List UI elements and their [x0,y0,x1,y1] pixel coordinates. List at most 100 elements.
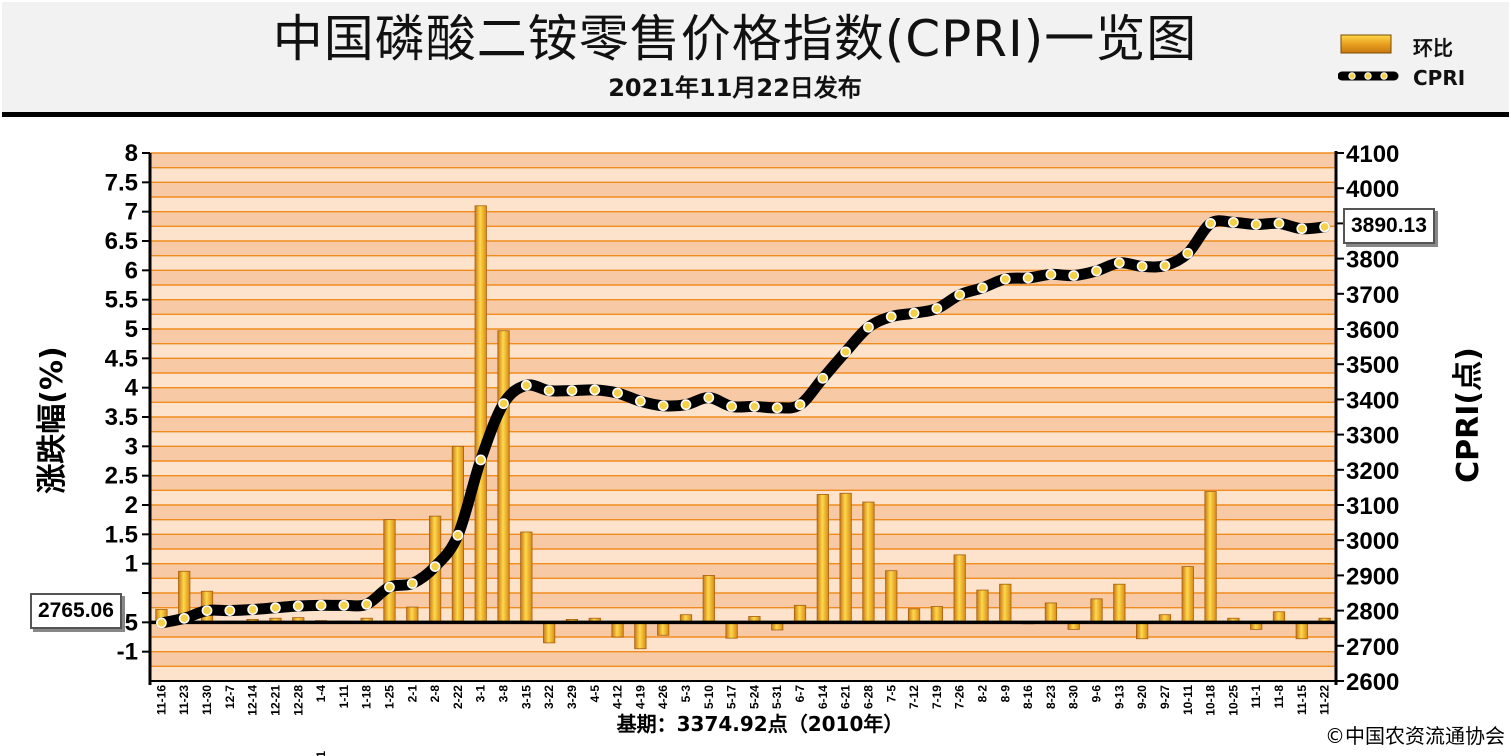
x-tick-label: 3-29 [565,685,579,709]
x-tick-label: 10-25 [1226,685,1240,716]
y-right-tick-label: 2900 [1346,563,1399,590]
copyright-text: ©中国农资流通协会 [1325,724,1505,748]
y-left-tick-label: 3 [125,433,138,460]
cpri-point [292,600,304,612]
x-tick-label: 12-7 [223,685,237,709]
cpri-point [1227,216,1239,228]
x-tick-label: 9-13 [1112,685,1126,709]
cpri-point [201,605,213,616]
x-tick-label: 12-28 [291,685,305,716]
cpri-point [315,599,327,611]
x-tick-label: 4-5 [588,685,602,703]
x-tick-label: 1-18 [360,685,374,709]
bar [657,621,670,636]
bar [839,492,852,623]
y-right-axis-title: CPRI(点) [1451,347,1486,483]
cpri-point [566,385,578,396]
bar [793,604,807,623]
x-tick-label: 7-12 [907,685,921,709]
plot-band [150,373,1336,388]
y-right-tick-label: 3200 [1346,458,1399,485]
plot-band [150,285,1336,300]
y-right-tick-label: 2800 [1346,599,1399,626]
y-right-tick-label: 3000 [1346,528,1399,555]
x-tick-label: 1-11 [337,685,351,709]
x-tick-label: 5-31 [770,685,784,709]
x-tick-label: 2-22 [451,685,465,709]
plot-band [150,153,1336,168]
cpri-point [885,311,897,323]
cpri-point [1205,217,1216,229]
x-tick-label: 6-21 [839,685,853,709]
legend-bar-label: 环比 [1413,36,1453,60]
cpri-point [726,401,737,412]
y-left-tick-label: 1.5 [105,521,138,548]
x-tick-label: 8-2 [975,685,989,703]
bar [702,575,715,623]
x-tick-label: 8-23 [1044,685,1058,709]
cpri-point [1273,217,1285,229]
plot-band [150,593,1336,608]
plot-band [150,519,1336,535]
bar [520,531,533,623]
y-left-tick-label: 4 [125,375,139,402]
bar [999,583,1012,623]
bar [1113,583,1126,623]
x-tick-label: 5-17 [725,685,739,709]
cpri-point [999,273,1011,285]
x-tick-label: 12-21 [268,685,282,716]
y-left-tick-label: 1 [125,551,138,578]
plot-band [150,255,1336,271]
bar [816,494,829,623]
plot-band [150,387,1336,403]
cpri-point [634,395,646,407]
x-tick-label: 3-1 [474,685,488,703]
plot-band [150,211,1336,227]
cpri-point [452,529,464,541]
y-right-tick-label: 4100 [1346,141,1399,168]
x-tick-label: 10-11 [1181,685,1195,715]
y-left-tick-label: 3.5 [105,404,138,431]
x-tick-label: 4-26 [656,685,670,709]
x-tick-label: 11-30 [200,685,214,715]
x-year-marker: 2021 [314,751,328,756]
header-band [2,2,1509,117]
cpri-point [429,561,441,572]
bar [1090,598,1103,623]
bar [406,606,419,623]
plot-band [150,270,1336,285]
cpri-point [1296,223,1308,235]
cpri-point [270,602,281,614]
y-left-axis-title: 涨跌幅(%) [35,346,70,493]
x-tick-label: 1-25 [382,685,396,709]
plot-band [150,329,1336,344]
cpri-point [156,617,167,629]
x-tick-label: 11-15 [1295,685,1309,715]
x-tick-label: 3-8 [497,685,511,703]
bar [383,519,396,623]
cpri-point [1319,221,1330,233]
y-right-tick-label: 3300 [1346,423,1399,450]
x-tick-label: 11-8 [1272,685,1286,709]
cpri-point [1022,272,1034,284]
x-tick-label: 3-22 [542,685,556,709]
chart-title: 中国磷酸二铵零售价格指数(CPRI)一览图 [272,10,1198,68]
x-tick-label: 5-10 [702,685,716,709]
x-tick-label: 1-4 [314,685,328,703]
legend-bar-swatch-icon [1340,34,1392,54]
x-tick-label: 8-9 [998,685,1012,703]
plot-band [150,651,1336,667]
cpri-point [224,605,236,616]
cpri-point [1068,270,1080,281]
cpri-point [771,402,783,414]
y-right-tick-label: 3400 [1346,387,1399,414]
legend-item-bar: 环比 [1338,30,1498,60]
chart-subtitle: 2021年11月22日发布 [608,74,862,102]
y-left-tick-label: 7.5 [105,169,138,196]
x-tick-label: 5-24 [747,685,761,709]
x-tick-label: 6-14 [816,685,830,709]
plot-band [150,490,1336,505]
bar [953,554,966,623]
plot-band [150,563,1336,579]
